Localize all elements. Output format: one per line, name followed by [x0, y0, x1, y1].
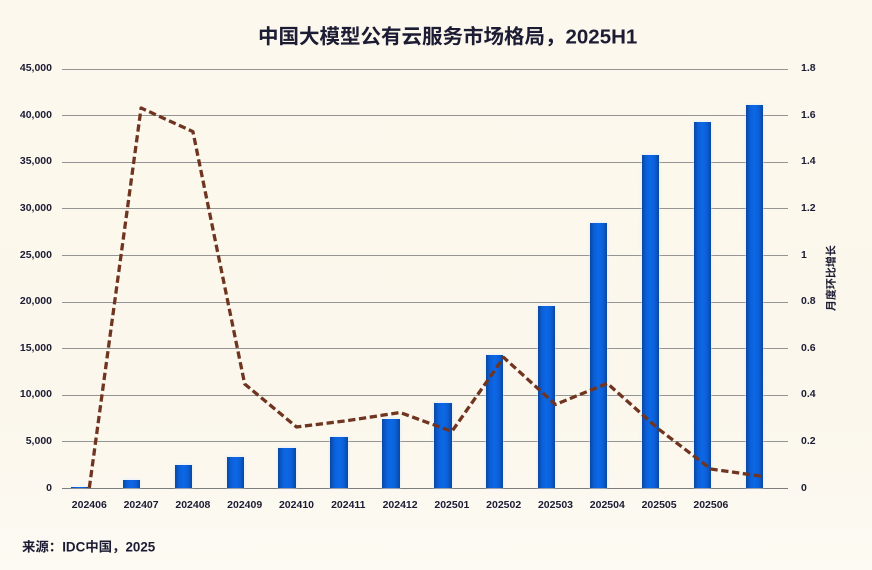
svg-text:2025: 2025 — [126, 539, 156, 554]
svg-text:2025H1: 2025H1 — [565, 26, 637, 49]
svg-text:IDC: IDC — [62, 539, 85, 554]
